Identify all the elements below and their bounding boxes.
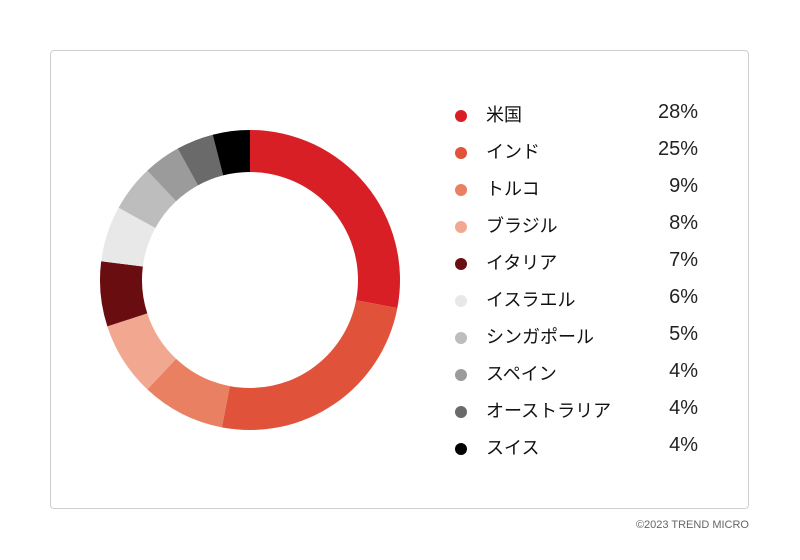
legend-item: シンガポール 5% bbox=[450, 318, 710, 355]
donut-slice bbox=[147, 148, 198, 202]
legend-item: スイス 4% bbox=[450, 429, 710, 466]
legend-label: スイス bbox=[486, 438, 540, 459]
legend-value: 9% bbox=[669, 175, 698, 197]
legend-label: スペイン bbox=[486, 364, 557, 385]
legend-item: イスラエル 6% bbox=[450, 281, 710, 318]
donut-slice bbox=[221, 300, 398, 430]
donut-slice bbox=[101, 207, 156, 267]
legend-swatch bbox=[455, 369, 467, 381]
legend-label: トルコ bbox=[486, 179, 540, 200]
legend-label: シンガポール bbox=[486, 327, 594, 348]
legend-label: オーストラリア bbox=[486, 401, 612, 422]
legend-item: ブラジル 8% bbox=[450, 207, 710, 244]
copyright-text: ©2023 TREND MICRO bbox=[635, 519, 749, 531]
legend-item: スペイン 4% bbox=[450, 355, 710, 392]
legend-label: ブラジル bbox=[486, 216, 558, 237]
legend-swatch bbox=[455, 332, 467, 344]
legend: 米国 28% インド 25% トルコ 9% ブラジル 8% イタリア 7% イス… bbox=[450, 96, 710, 466]
legend-label: イスラエル bbox=[486, 290, 576, 311]
legend-swatch bbox=[455, 258, 467, 270]
legend-value: 4% bbox=[669, 397, 698, 419]
legend-item: 米国 28% bbox=[450, 96, 710, 133]
legend-value: 4% bbox=[669, 434, 698, 456]
donut-slice bbox=[212, 130, 250, 176]
legend-swatch bbox=[455, 147, 467, 159]
legend-swatch bbox=[455, 443, 467, 455]
donut-chart bbox=[99, 130, 400, 430]
legend-label: イタリア bbox=[486, 253, 558, 274]
donut-slice bbox=[177, 134, 224, 186]
legend-swatch bbox=[455, 221, 467, 233]
legend-swatch bbox=[455, 295, 467, 307]
donut-slice bbox=[118, 170, 177, 228]
donut-slice bbox=[250, 130, 400, 309]
legend-label: 米国 bbox=[486, 105, 522, 126]
legend-value: 25% bbox=[657, 138, 698, 160]
legend-swatch bbox=[455, 184, 467, 196]
legend-value: 6% bbox=[669, 286, 698, 308]
legend-item: トルコ 9% bbox=[450, 170, 710, 207]
legend-item: イタリア 7% bbox=[450, 244, 710, 281]
legend-item: インド 25% bbox=[450, 133, 710, 170]
legend-label: インド bbox=[486, 142, 540, 163]
legend-value: 8% bbox=[669, 212, 698, 234]
legend-swatch bbox=[455, 110, 467, 122]
legend-item: オーストラリア 4% bbox=[450, 392, 710, 429]
legend-value: 4% bbox=[669, 360, 698, 382]
legend-value: 5% bbox=[669, 323, 698, 345]
donut-slice bbox=[99, 261, 148, 327]
legend-value: 7% bbox=[669, 249, 698, 271]
donut-slice bbox=[107, 313, 177, 390]
legend-value: 28% bbox=[657, 101, 698, 123]
legend-swatch bbox=[455, 406, 467, 418]
donut-slice bbox=[147, 358, 230, 428]
